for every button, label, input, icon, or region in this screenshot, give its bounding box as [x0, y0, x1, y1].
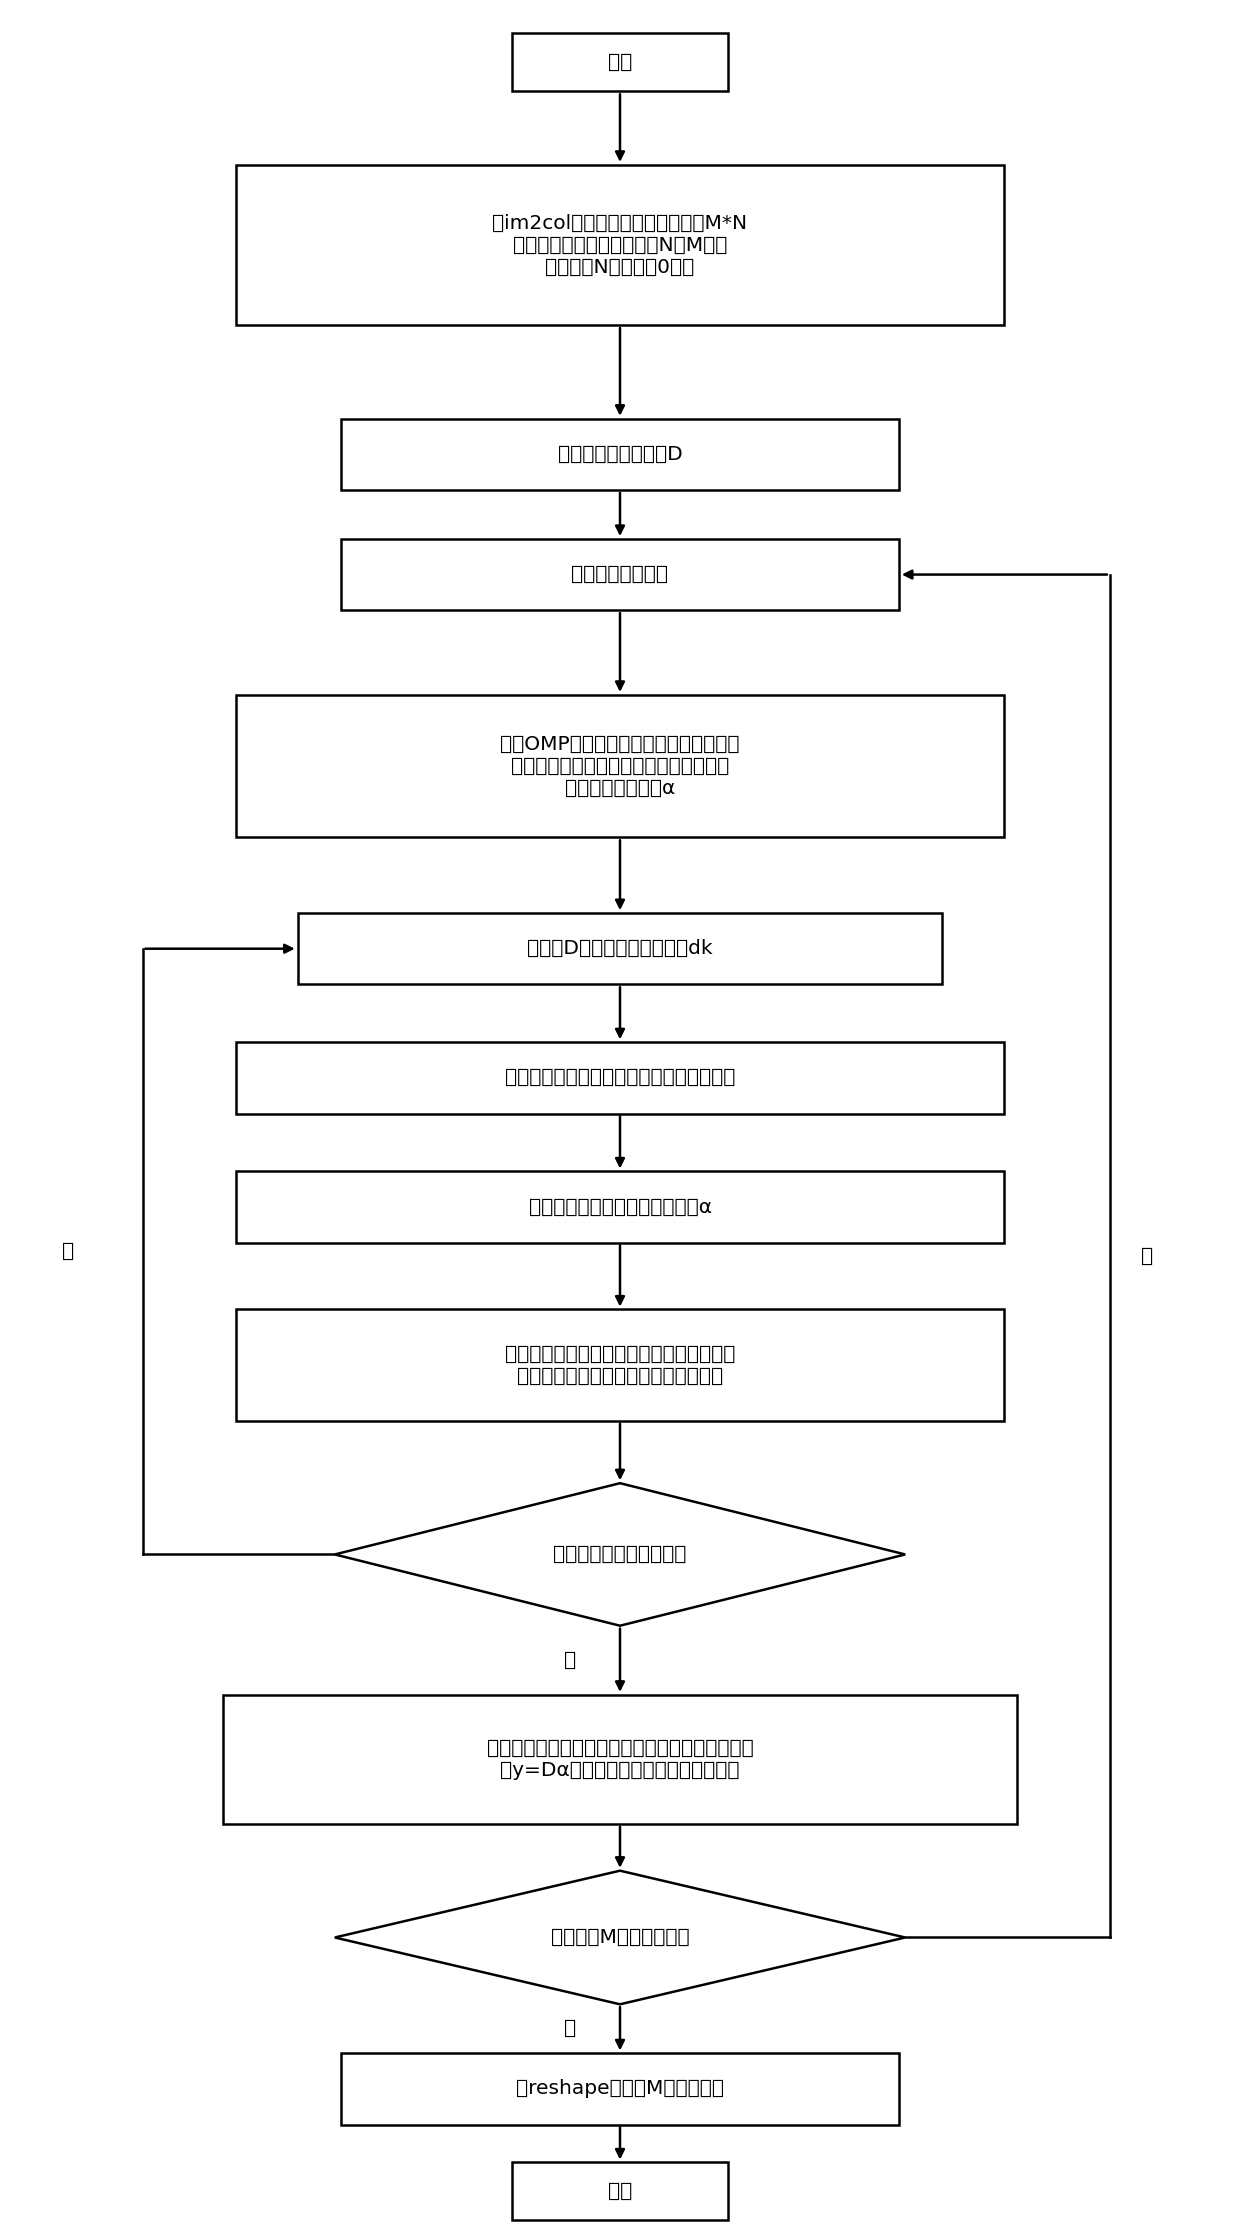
Text: 设置迭代终止条件: 设置迭代终止条件 — [572, 566, 668, 583]
Text: 在字典D中选择最佳匹配原子dk: 在字典D中选择最佳匹配原子dk — [527, 940, 713, 958]
FancyBboxPatch shape — [236, 1171, 1004, 1243]
Text: 结束: 结束 — [608, 2182, 632, 2200]
Polygon shape — [335, 1483, 905, 1626]
FancyBboxPatch shape — [298, 913, 942, 984]
Text: 将待处理信号或信号残差在当前选择的最佳
原子方向上的分量去除，更新信号残差: 将待处理信号或信号残差在当前选择的最佳 原子方向上的分量去除，更新信号残差 — [505, 1345, 735, 1385]
FancyBboxPatch shape — [511, 33, 728, 91]
FancyBboxPatch shape — [223, 1695, 1017, 1824]
Text: 开始: 开始 — [608, 53, 632, 71]
FancyBboxPatch shape — [341, 2053, 899, 2125]
Text: 开始OMP算法分解，初始化残差为原始带
噪信号，设置原子索引集合，初始支撑集
合和分解稀疏向量α: 开始OMP算法分解，初始化残差为原始带 噪信号，设置原子索引集合，初始支撑集 合… — [500, 735, 740, 797]
FancyBboxPatch shape — [341, 419, 899, 490]
Text: 是否满足迭代终止条件？: 是否满足迭代终止条件？ — [553, 1546, 687, 1563]
Text: 用reshape函数将M块信号重组: 用reshape函数将M块信号重组 — [516, 2080, 724, 2098]
Text: 计算分解稀疏并更新分解稀疏集α: 计算分解稀疏并更新分解稀疏集α — [528, 1198, 712, 1216]
Text: 导入过完备原子字典D: 导入过完备原子字典D — [558, 445, 682, 463]
Text: 否: 否 — [62, 1243, 74, 1260]
FancyBboxPatch shape — [236, 1309, 1004, 1421]
Text: 是: 是 — [564, 2020, 577, 2038]
Polygon shape — [335, 1871, 905, 2004]
Text: 是否完成M段信号处理？: 是否完成M段信号处理？ — [551, 1929, 689, 1946]
Text: 用每次选择的最佳匹配原子的线性组合表示信号，
即y=Dα。最后剩余残差代表去除的噪声: 用每次选择的最佳匹配原子的线性组合表示信号， 即y=Dα。最后剩余残差代表去除的… — [486, 1739, 754, 1779]
FancyBboxPatch shape — [236, 1042, 1004, 1114]
Text: 否: 否 — [1141, 1247, 1153, 1265]
FancyBboxPatch shape — [236, 165, 1004, 325]
FancyBboxPatch shape — [511, 2162, 728, 2220]
FancyBboxPatch shape — [341, 539, 899, 610]
Text: 用im2col函数将待处理信号转化为M*N
矩阵，即将信号分为长度为N的M段，
数据不足N的进行补0处理: 用im2col函数将待处理信号转化为M*N 矩阵，即将信号分为长度为N的M段， … — [492, 214, 748, 276]
FancyBboxPatch shape — [236, 695, 1004, 837]
Text: 是: 是 — [564, 1650, 577, 1670]
Text: 对所有已选择的原子进行施密特正交化处理: 对所有已选择的原子进行施密特正交化处理 — [505, 1069, 735, 1087]
